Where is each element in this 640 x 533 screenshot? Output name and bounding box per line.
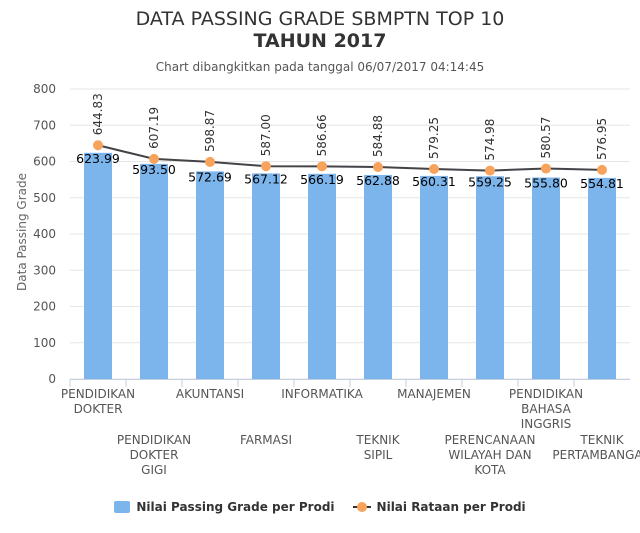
y-tick-label: 100 xyxy=(33,336,56,350)
bar-1 xyxy=(84,152,112,379)
bar-6 xyxy=(364,174,392,379)
bar-10 xyxy=(588,177,616,379)
line-data-label: 587.00 xyxy=(259,114,273,156)
y-tick-label: 0 xyxy=(48,372,56,386)
x-tick-label: TEKNIK SIPIL xyxy=(355,433,400,462)
bar-data-label: 559.25 xyxy=(468,174,512,189)
line-data-label: 586.66 xyxy=(315,114,329,156)
bar-data-label: 566.19 xyxy=(300,172,344,187)
bar-data-label: 593.50 xyxy=(132,162,176,177)
line-data-label: 579.25 xyxy=(427,117,441,159)
bar-8 xyxy=(476,176,504,379)
x-tick-label: PENDIDIKAN DOKTER GIGI xyxy=(117,433,191,477)
line-data-label: 580.57 xyxy=(539,117,553,159)
bar-5 xyxy=(308,173,336,379)
chart-subtitle: Chart dibangkitkan pada tanggal 06/07/20… xyxy=(155,60,485,74)
line-marker-5 xyxy=(317,161,327,172)
legend-item-bar-series[interactable]: Nilai Passing Grade per Prodi xyxy=(114,500,335,514)
line-marker-7 xyxy=(429,164,439,175)
chart-legend: Nilai Passing Grade per Prodi Nilai Rata… xyxy=(0,500,640,514)
legend-line-marker xyxy=(356,502,367,512)
x-tick-label: PENDIDIKAN BAHASA INGGRIS xyxy=(509,387,583,431)
y-tick-label: 800 xyxy=(33,82,56,96)
line-data-label: 584.88 xyxy=(371,115,385,157)
chart-title-line-1: DATA PASSING GRADE SBMPTN TOP 10 xyxy=(135,8,505,30)
x-tick-label: FARMASI xyxy=(240,433,292,447)
line-data-label: 574.98 xyxy=(483,119,497,161)
y-tick-label: 400 xyxy=(33,227,56,241)
bar-data-label: 560.31 xyxy=(412,174,456,189)
bar-data-label: 623.99 xyxy=(76,151,120,166)
y-tick-label: 700 xyxy=(33,118,56,132)
legend-line-label: Nilai Rataan per Prodi xyxy=(376,500,526,514)
y-tick-label: 300 xyxy=(33,263,56,277)
bar-data-label: 572.69 xyxy=(188,169,232,184)
y-axis-title: Data Passing Grade xyxy=(15,173,29,291)
bar-3 xyxy=(196,171,224,379)
line-data-label: 607.19 xyxy=(147,107,161,149)
line-marker-1 xyxy=(93,140,103,151)
legend-item-line-series[interactable]: Nilai Rataan per Prodi xyxy=(352,500,526,514)
legend-bar-label: Nilai Passing Grade per Prodi xyxy=(136,500,335,514)
chart-plot: 0 100 200 300 400 500 600 700 800 Data Passing Gr… xyxy=(15,82,640,477)
x-tick-label: MANAJEMEN xyxy=(397,387,471,401)
bar-2 xyxy=(140,163,168,379)
legend-line-swatch xyxy=(352,501,371,513)
line-data-label: 576.95 xyxy=(595,118,609,160)
line-series-path xyxy=(97,144,603,172)
bar-data-label: 555.80 xyxy=(524,176,568,191)
line-marker-3 xyxy=(205,156,215,167)
line-marker-6 xyxy=(373,161,383,172)
bar-data-label: 567.12 xyxy=(244,171,288,186)
bar-data-label: 554.81 xyxy=(580,176,624,191)
chart-title: DATA PASSING GRADE SBMPTN TOP 10 TAHUN 2… xyxy=(0,8,640,52)
x-tick-label: PERENCANAAN WILAYAH DAN KOTA xyxy=(444,433,535,477)
x-tick-label: PENDIDIKAN DOKTER xyxy=(61,387,135,416)
line-data-label: 644.83 xyxy=(91,93,105,135)
bar-7 xyxy=(420,175,448,379)
x-tick-label: AKUNTANSI xyxy=(176,387,244,401)
y-tick-label: 500 xyxy=(33,191,56,205)
y-tick-label: 200 xyxy=(33,300,56,314)
bar-4 xyxy=(252,173,280,379)
line-data-label: 598.87 xyxy=(203,110,217,152)
line-marker-4 xyxy=(261,161,271,172)
line-marker-9 xyxy=(541,163,551,174)
line-marker-8 xyxy=(485,165,495,176)
chart-title-line-2: TAHUN 2017 xyxy=(253,30,387,52)
x-tick-label: TEKNIKPERTAMBANGAN xyxy=(552,433,640,462)
legend-bar-swatch xyxy=(114,501,131,513)
x-tick-label: INFORMATIKA xyxy=(281,387,363,401)
y-tick-label: 600 xyxy=(33,155,56,169)
line-marker-2 xyxy=(149,153,159,164)
bar-9 xyxy=(532,177,560,379)
bar-data-label: 562.88 xyxy=(356,173,400,188)
line-marker-10 xyxy=(597,164,607,175)
